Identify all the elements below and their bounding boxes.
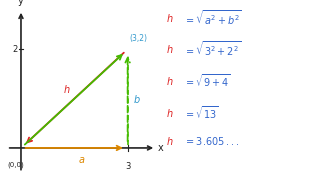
Text: (0,0): (0,0) (7, 162, 24, 168)
Text: $h$: $h$ (166, 43, 174, 55)
Text: $h$: $h$ (63, 83, 71, 95)
Text: $h$: $h$ (166, 107, 174, 119)
Text: $ = \sqrt{a^2 + b^2}$: $ = \sqrt{a^2 + b^2}$ (184, 8, 242, 27)
Text: $ = \sqrt{3^2 + 2^2}$: $ = \sqrt{3^2 + 2^2}$ (184, 40, 241, 58)
Text: 2: 2 (12, 45, 17, 54)
Text: $a$: $a$ (78, 155, 85, 165)
Text: $h$: $h$ (166, 12, 174, 24)
Text: (3,2): (3,2) (129, 34, 148, 43)
Text: $ = 3.605\,...$: $ = 3.605\,...$ (184, 135, 239, 147)
Text: 3: 3 (125, 162, 130, 171)
Text: $ = \sqrt{9 + 4}$: $ = \sqrt{9 + 4}$ (184, 73, 231, 89)
Text: y: y (18, 0, 24, 6)
Text: $h$: $h$ (166, 135, 174, 147)
Text: x: x (158, 143, 164, 153)
Text: $ = \sqrt{13}$: $ = \sqrt{13}$ (184, 105, 219, 121)
Text: $b$: $b$ (133, 93, 140, 105)
Text: $h$: $h$ (166, 75, 174, 87)
